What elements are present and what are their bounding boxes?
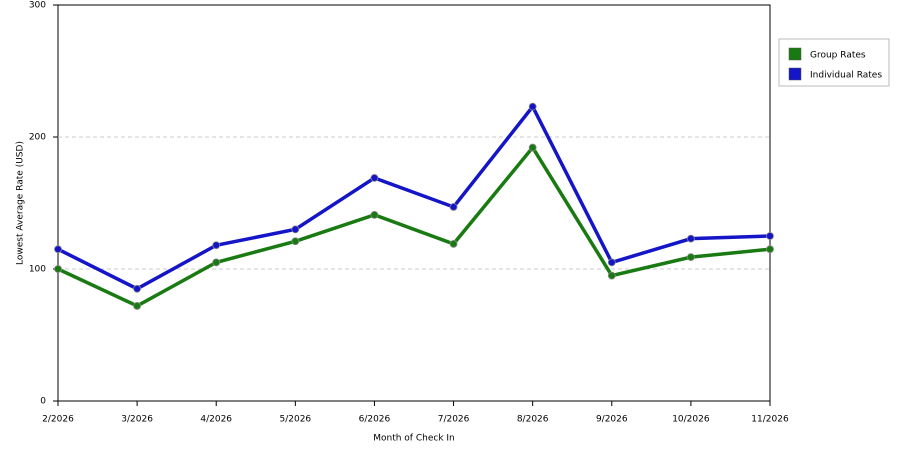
data-point [370,174,379,182]
data-point [686,234,695,243]
plot-area [57,4,771,402]
x-tick-label: 8/2026 [517,415,549,425]
data-point [370,210,379,219]
legend-label: Individual Rates [810,71,882,81]
data-point [291,225,300,234]
data-point [212,258,221,267]
y-tick-label: 200 [29,133,46,143]
data-point [449,203,458,211]
data-point [291,237,300,246]
data-point [528,102,537,111]
x-axis-label: Month of Check In [373,434,455,444]
data-point [133,302,142,310]
x-tick-label: 11/2026 [751,415,789,425]
data-point [528,143,537,152]
data-point [54,245,62,254]
y-tick-label: 300 [29,1,46,11]
series-line [57,103,771,291]
x-tick-label: 2/2026 [42,415,74,425]
data-point [212,241,221,250]
legend-swatch [788,47,802,61]
data-point [766,245,774,254]
x-tick-label: 7/2026 [438,415,470,425]
legend-swatch [788,67,802,81]
data-point [766,232,774,240]
x-tick-label: 6/2026 [359,415,391,425]
data-point [54,265,62,273]
y-axis-label: Lowest Average Rate (USD) [16,141,26,265]
x-tick-label: 9/2026 [596,415,628,425]
y-tick-label: 0 [40,397,46,407]
legend-label: Group Rates [810,51,866,61]
data-point [607,258,616,267]
series-line [57,144,771,308]
x-tick-label: 3/2026 [121,415,153,425]
data-point [449,240,458,248]
data-point [133,284,142,293]
x-tick-label: 4/2026 [200,415,232,425]
data-point [607,271,616,280]
x-tick-label: 10/2026 [672,415,710,425]
data-point [686,253,695,262]
x-tick-label: 5/2026 [279,415,311,425]
y-tick-label: 100 [29,265,46,275]
